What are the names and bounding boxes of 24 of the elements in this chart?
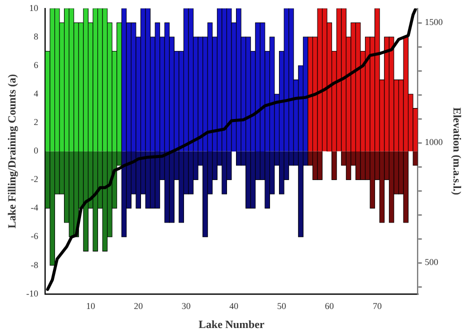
x-axis-title: Lake Number [198,319,264,332]
y-tick-label: 4 [34,88,39,98]
y-tick-label: 10 [29,2,39,13]
y2-tick-label: 500 [424,257,439,268]
y-tick-label: -2 [30,174,38,184]
y2-tick-label: 1000 [424,137,444,148]
x-tick-label: 60 [324,300,334,311]
x-tick-label: 20 [134,300,144,311]
y-tick-label: 2 [34,117,38,127]
y-tick-label: -10 [26,288,39,298]
y2-tick-label: 1500 [424,17,444,28]
y-tick-label: -6 [30,231,39,242]
y-axis-title: Lake Filling/Draining Counts (a) [6,74,18,228]
y2-axis-title: Elevation (m.a.s.l.) [450,107,463,196]
y-tick-label: -8 [30,260,39,270]
y-tick-label: -4 [30,202,39,213]
x-tick-label: 50 [277,300,287,311]
x-tick-label: 10 [86,300,96,311]
x-tick-label: 30 [182,300,192,311]
x-tick-label: 70 [372,300,382,311]
y-tick-label: 0 [34,146,39,156]
y-tick-label: 8 [34,31,39,42]
x-tick-label: 40 [229,300,239,311]
y-tick-label: 6 [34,60,39,70]
